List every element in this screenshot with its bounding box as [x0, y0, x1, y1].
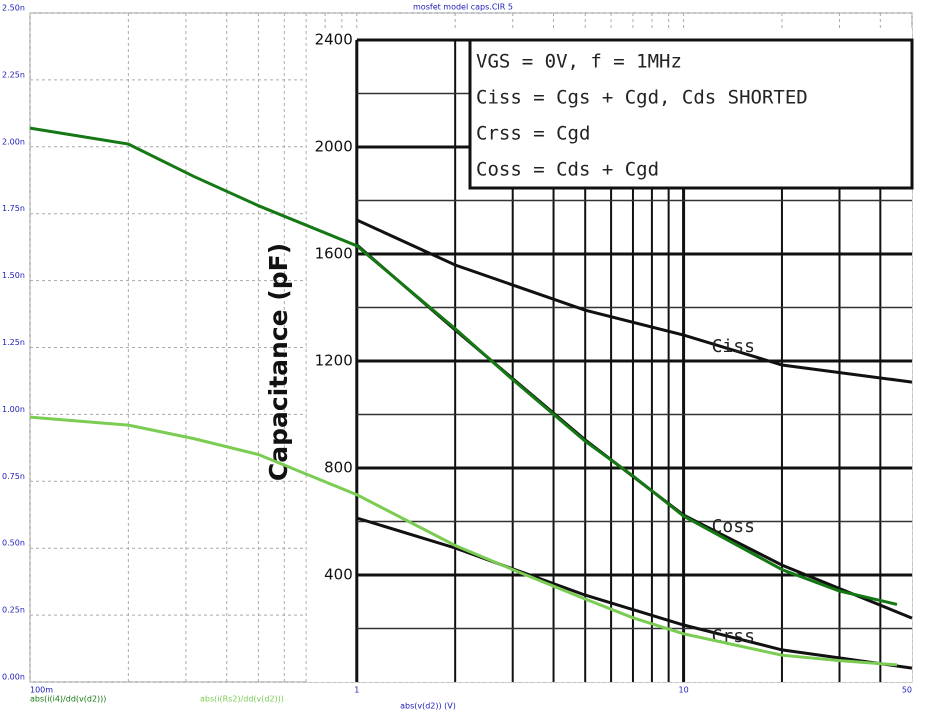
annotation: Coss = Cds + Cgd — [476, 159, 659, 181]
y-tick-label: 800 — [324, 459, 353, 477]
y-tick-label: 1600 — [315, 245, 353, 263]
x-tick-label: 50 — [902, 686, 912, 695]
y-tick-label: 0.00n — [2, 673, 25, 682]
y-axis-label: Capacitance (pF) — [264, 243, 293, 481]
annotation: Ciss = Cgs + Cgd, Cds SHORTED — [476, 87, 808, 109]
y-tick-label: 400 — [324, 566, 353, 584]
series-line — [356, 218, 913, 384]
annotation: Crss = Cgd — [476, 123, 590, 145]
y-tick-label: 2.50n — [2, 4, 25, 13]
y-tick-label: 2400 — [315, 31, 353, 49]
curve-label: Coss — [712, 516, 755, 537]
y-tick-label: 2000 — [315, 138, 353, 156]
y-tick-label: 2.25n — [2, 70, 25, 79]
x-tick-label: 10 — [678, 686, 688, 695]
y-tick-label: 1.25n — [2, 338, 25, 347]
y-tick-label: 2.00n — [2, 137, 25, 146]
curve-label: Ciss — [712, 336, 755, 357]
x-tick-label: 1 — [354, 686, 359, 695]
y-tick-label: 1.75n — [2, 204, 25, 213]
series-line — [356, 516, 913, 670]
x-tick-label: 100m — [30, 686, 53, 695]
legend-entry: abs(i(Rs2)/dd(v(d2))) — [200, 695, 284, 704]
annotation: VGS = 0V, f = 1MHz — [476, 51, 682, 73]
y-tick-label: 0.75n — [2, 472, 25, 481]
annotation-box — [468, 38, 914, 190]
y-tick-label: 0.50n — [2, 539, 25, 548]
y-tick-label: 1.50n — [2, 271, 25, 280]
series-line — [29, 126, 898, 606]
y-tick-label: 1200 — [315, 352, 353, 370]
y-tick-label: 0.25n — [2, 606, 25, 615]
y-tick-label: 1.00n — [2, 405, 25, 414]
series-line — [29, 415, 898, 667]
chart-title: mosfet model caps.CIR 5 — [413, 3, 513, 12]
legend-entry: abs(i(i4)/dd(v(d2))) — [30, 695, 106, 704]
x-axis-label: abs(v(d2)) (V) — [400, 702, 456, 711]
